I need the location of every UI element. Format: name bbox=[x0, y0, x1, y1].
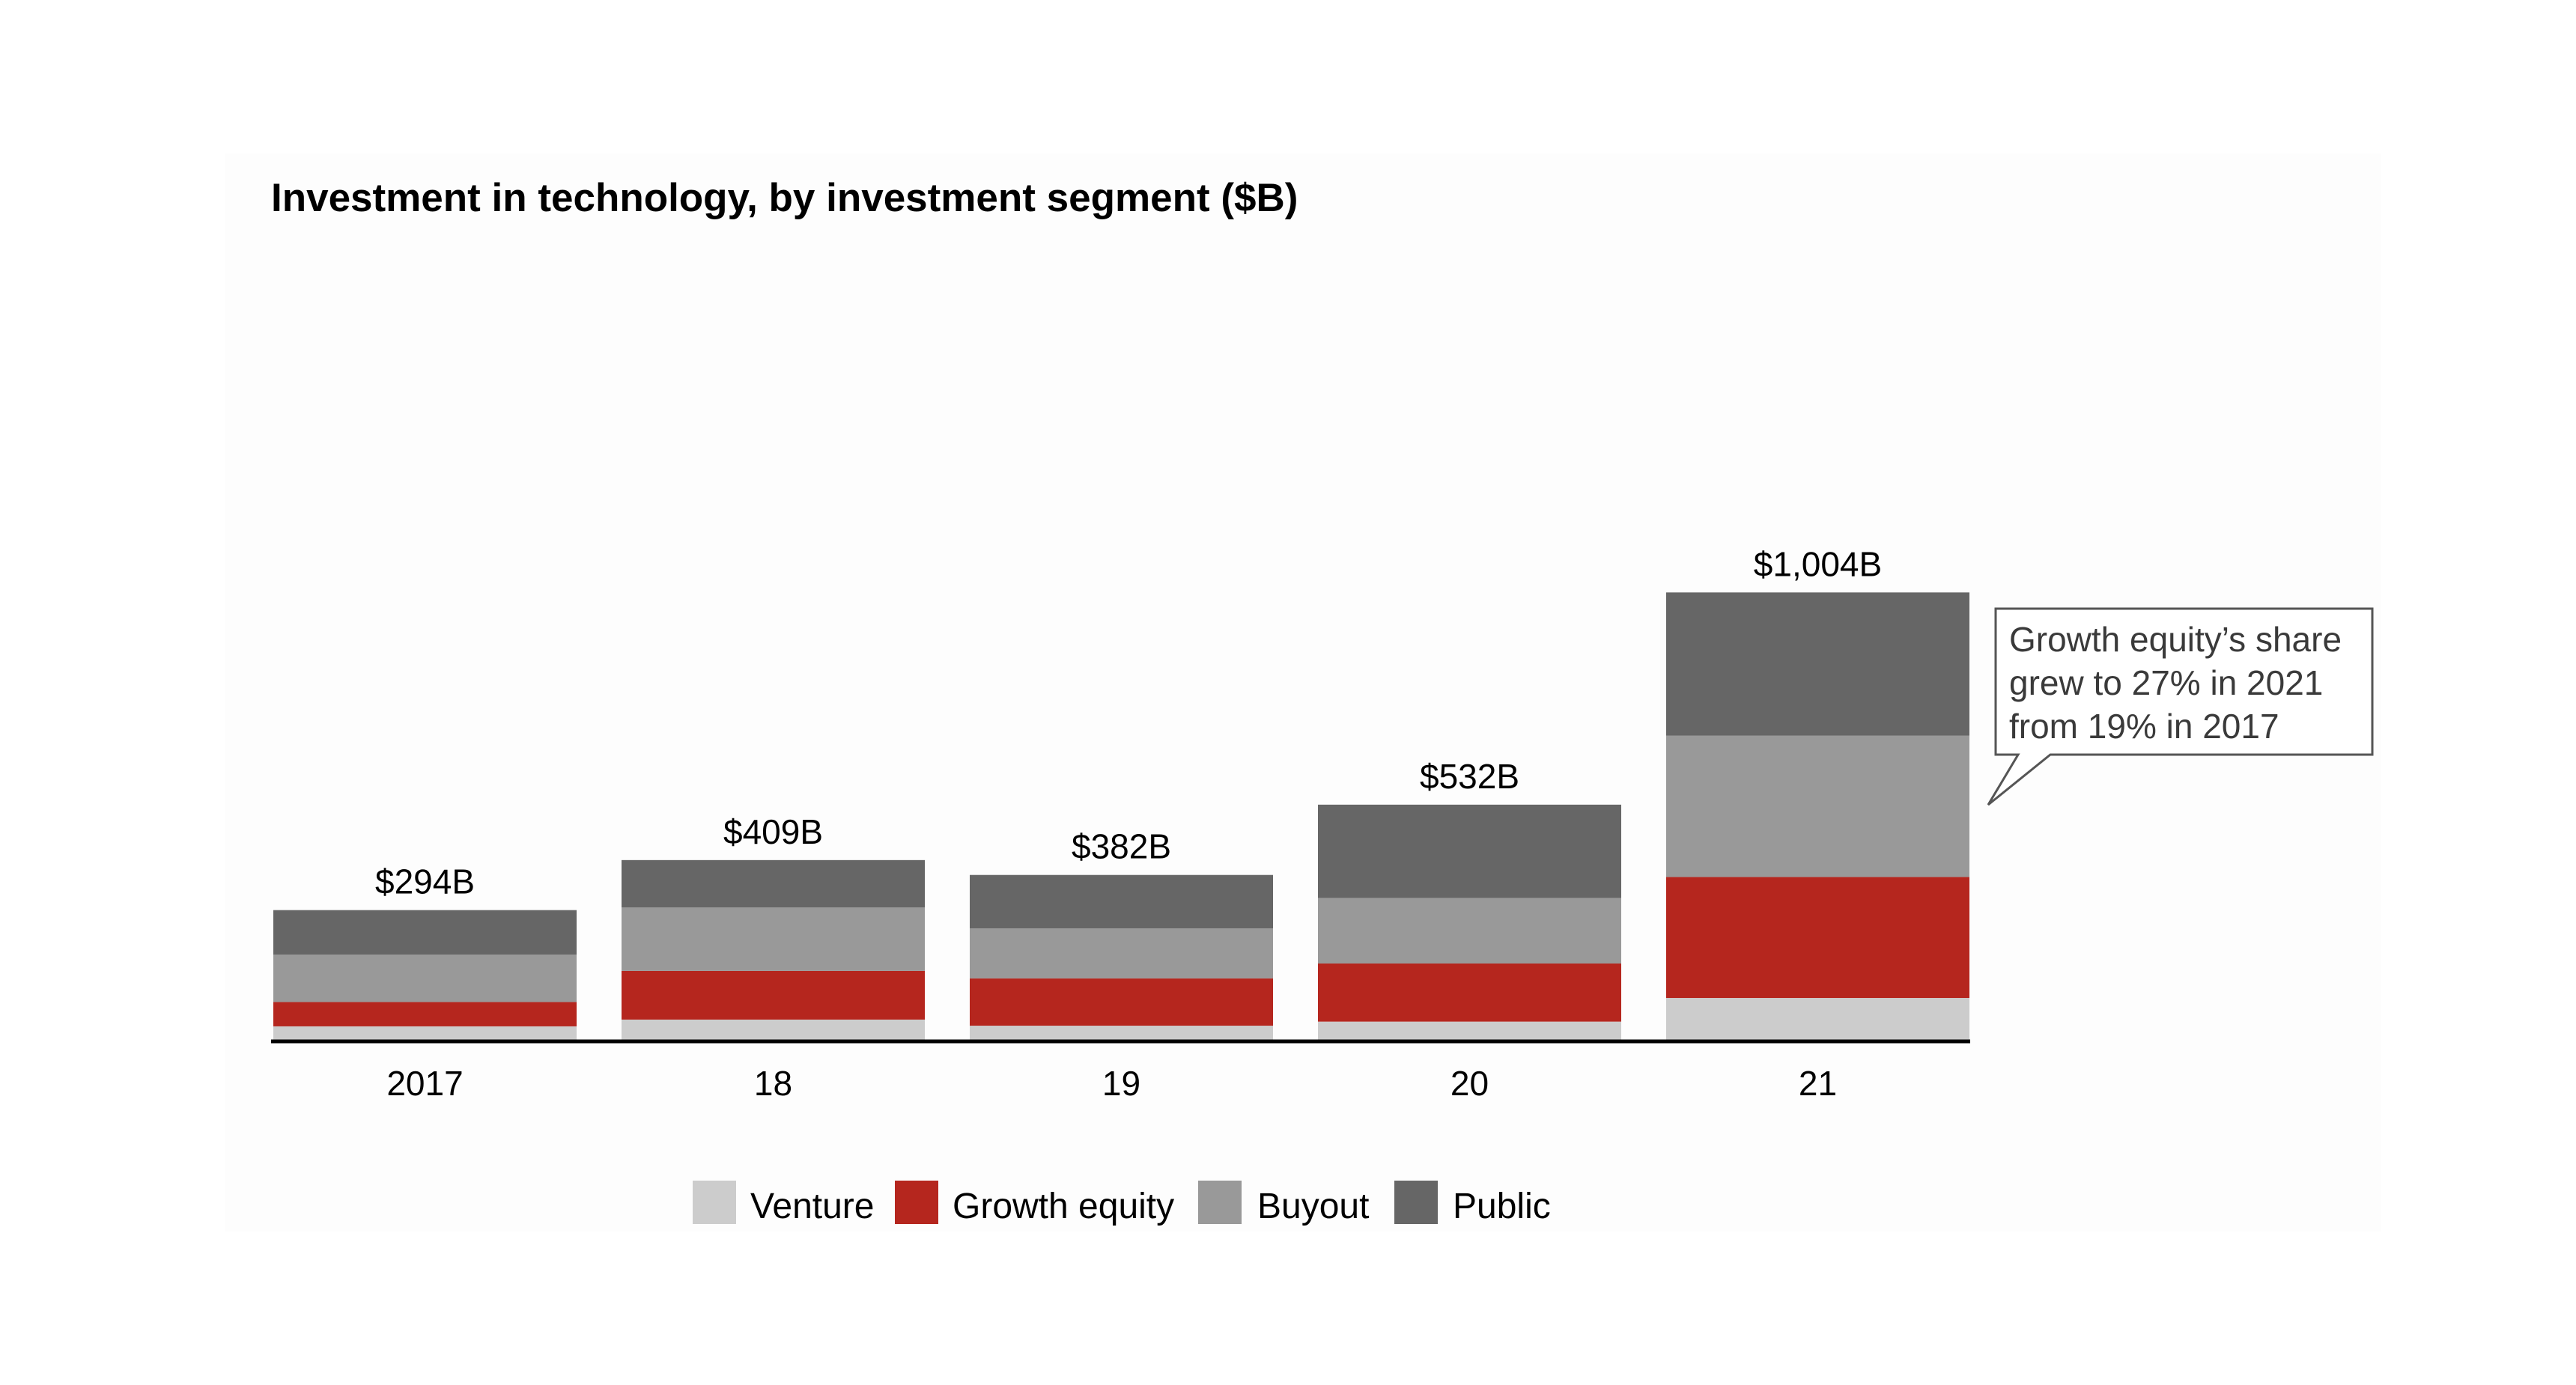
bar-segment-buyout-2017 bbox=[273, 955, 577, 1002]
bar-segment-public-19 bbox=[970, 874, 1273, 929]
bars-group bbox=[273, 592, 1969, 1040]
legend-label-buyout: Buyout bbox=[1257, 1187, 1369, 1226]
bar-segment-growth-equity-21 bbox=[1666, 877, 1969, 999]
bar-segment-public-20 bbox=[1318, 804, 1621, 898]
legend-label-growth-equity: Growth equity bbox=[953, 1187, 1174, 1226]
bar-segment-growth-equity-19 bbox=[970, 978, 1273, 1026]
total-label-21: $1,004B bbox=[1754, 544, 1882, 583]
total-label-19: $382B bbox=[1072, 827, 1171, 866]
x-tick-label-21: 21 bbox=[1799, 1064, 1837, 1103]
total-label-2017: $294B bbox=[375, 862, 475, 901]
bar-segment-growth-equity-2017 bbox=[273, 1002, 577, 1026]
bar-segment-venture-18 bbox=[622, 1019, 925, 1040]
bar-segment-venture-19 bbox=[970, 1026, 1273, 1040]
legend-label-public: Public bbox=[1453, 1187, 1551, 1226]
total-label-20: $532B bbox=[1420, 757, 1519, 796]
bar-segment-venture-20 bbox=[1318, 1021, 1621, 1040]
callout-line-1: Growth equity’s share bbox=[2009, 620, 2342, 659]
bar-segment-public-21 bbox=[1666, 592, 1969, 736]
callout-line-2: grew to 27% in 2021 bbox=[2009, 663, 2323, 702]
chart-title: Investment in technology, by investment … bbox=[271, 176, 1298, 220]
legend-swatch-venture bbox=[693, 1181, 736, 1224]
bar-segment-public-18 bbox=[622, 859, 925, 908]
bar-segment-venture-21 bbox=[1666, 998, 1969, 1040]
bar-segment-public-2017 bbox=[273, 910, 577, 955]
total-labels-group: $294B $409B $382B $532B $1,004B bbox=[375, 544, 1882, 901]
x-tick-label-20: 20 bbox=[1450, 1064, 1489, 1103]
x-tick-label-18: 18 bbox=[754, 1064, 792, 1103]
callout-box bbox=[1987, 607, 2374, 806]
legend-swatch-growth-equity bbox=[895, 1181, 938, 1224]
bar-segment-venture-2017 bbox=[273, 1026, 577, 1040]
callout: Growth equity’s share grew to 27% in 202… bbox=[1987, 607, 2374, 806]
bar-segment-buyout-21 bbox=[1666, 735, 1969, 877]
bar-segment-buyout-19 bbox=[970, 928, 1273, 978]
bar-segment-buyout-20 bbox=[1318, 898, 1621, 964]
legend: Venture Growth equity Buyout Public bbox=[693, 1181, 1551, 1226]
bar-segment-buyout-18 bbox=[622, 907, 925, 971]
x-tick-label-2017: 2017 bbox=[386, 1064, 463, 1103]
bar-segment-growth-equity-18 bbox=[622, 970, 925, 1020]
total-label-18: $409B bbox=[723, 812, 823, 851]
legend-label-venture: Venture bbox=[750, 1187, 874, 1226]
bar-segment-growth-equity-20 bbox=[1318, 963, 1621, 1022]
x-tick-label-19: 19 bbox=[1102, 1064, 1140, 1103]
legend-swatch-buyout bbox=[1198, 1181, 1242, 1224]
x-tick-labels-group: 2017 18 19 20 21 bbox=[386, 1064, 1837, 1103]
callout-line-3: from 19% in 2017 bbox=[2009, 707, 2279, 746]
legend-swatch-public bbox=[1394, 1181, 1438, 1224]
